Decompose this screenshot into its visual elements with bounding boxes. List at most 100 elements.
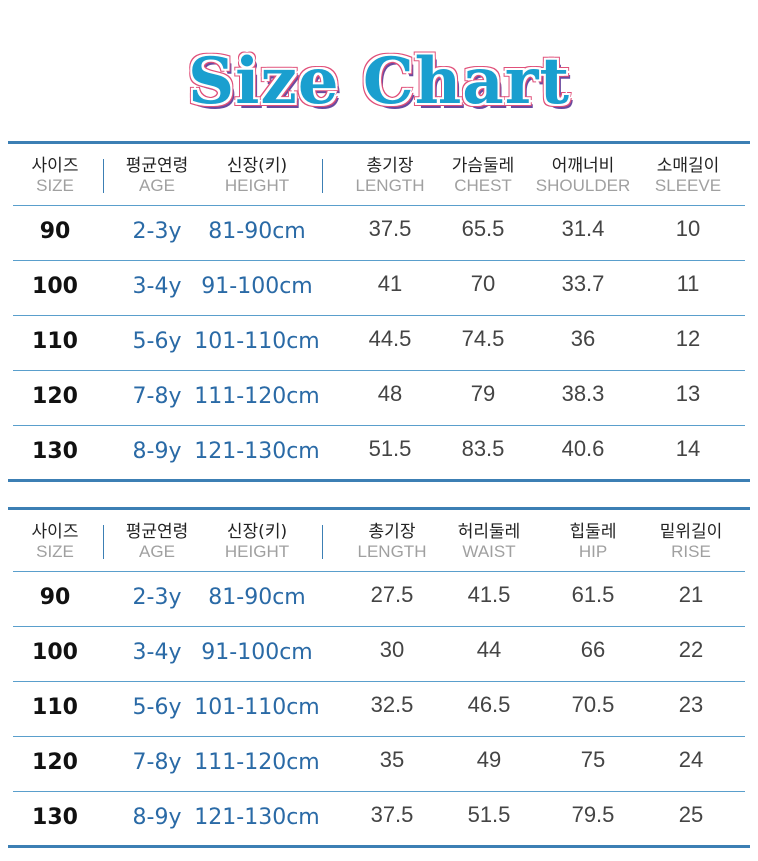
measure-cell: 74.5 — [461, 326, 505, 351]
measure-cell: 44 — [476, 637, 502, 662]
height-cell: 111-120cm — [194, 384, 320, 409]
size-cell: 120 — [32, 750, 78, 775]
age-cell: 7-8y — [132, 384, 182, 409]
row-rule — [13, 626, 745, 627]
measure-cell: 79.5 — [571, 802, 615, 827]
row-rule — [13, 370, 745, 371]
header-korean: 평균연령 — [125, 156, 189, 176]
measure-cell: 70.5 — [571, 692, 615, 717]
header-english: SIZE — [36, 176, 74, 195]
header-english: WAIST — [462, 542, 516, 561]
age-cell: 2-3y — [132, 585, 182, 610]
measure-cell: 41 — [377, 271, 403, 296]
header-divider — [103, 525, 104, 559]
size-cell: 130 — [32, 805, 78, 830]
measure-cell: 51.5 — [368, 436, 412, 461]
row-rule — [13, 736, 745, 737]
header-korean: 힙둘레 — [569, 522, 617, 542]
measure-cell: 13 — [675, 381, 701, 406]
age-cell: 2-3y — [132, 219, 182, 244]
header-english: HEIGHT — [224, 542, 290, 561]
measure-cell: 79 — [470, 381, 496, 406]
measure-cell: 49 — [476, 747, 502, 772]
size-cell: 120 — [32, 384, 78, 409]
height-cell: 81-90cm — [208, 219, 306, 244]
height-cell: 111-120cm — [194, 750, 320, 775]
header-english: SLEEVE — [654, 176, 722, 195]
measure-cell: 66 — [580, 637, 606, 662]
header-korean: 가슴둘레 — [451, 156, 515, 176]
header-english: SIZE — [36, 542, 74, 561]
measure-cell: 51.5 — [467, 802, 511, 827]
measure-cell: 33.7 — [561, 271, 605, 296]
height-cell: 101-110cm — [194, 329, 320, 354]
header-english: HEIGHT — [224, 176, 290, 195]
measure-cell: 25 — [678, 802, 704, 827]
size-cell: 130 — [32, 439, 78, 464]
header-korean: 사이즈 — [31, 156, 79, 176]
height-cell: 121-130cm — [194, 439, 320, 464]
measure-cell: 83.5 — [461, 436, 505, 461]
header-divider — [322, 159, 323, 193]
measure-cell: 61.5 — [571, 582, 615, 607]
height-cell: 91-100cm — [201, 274, 313, 299]
header-english: AGE — [139, 542, 175, 561]
header-korean: 총기장 — [366, 156, 414, 176]
measure-cell: 37.5 — [370, 802, 414, 827]
row-rule — [13, 425, 745, 426]
size-cell: 90 — [39, 585, 71, 610]
measure-cell: 37.5 — [368, 216, 412, 241]
measure-cell: 75 — [580, 747, 606, 772]
row-rule — [13, 315, 745, 316]
size-cell: 100 — [32, 274, 78, 299]
size-cell: 100 — [32, 640, 78, 665]
measure-cell: 10 — [675, 216, 701, 241]
measure-cell: 11 — [676, 271, 700, 296]
table-top-rule — [8, 507, 750, 510]
measure-cell: 21 — [678, 582, 704, 607]
header-english: SHOULDER — [535, 176, 631, 195]
height-cell: 121-130cm — [194, 805, 320, 830]
measure-cell: 40.6 — [561, 436, 605, 461]
header-rule — [13, 205, 745, 206]
page-title: Size Chart — [187, 44, 571, 119]
table-top-rule — [8, 141, 750, 144]
header-divider — [322, 525, 323, 559]
height-cell: 91-100cm — [201, 640, 313, 665]
age-cell: 8-9y — [132, 439, 182, 464]
age-cell: 3-4y — [132, 274, 182, 299]
measure-cell: 46.5 — [467, 692, 511, 717]
header-korean: 평균연령 — [125, 522, 189, 542]
header-divider — [103, 159, 104, 193]
age-cell: 3-4y — [132, 640, 182, 665]
measure-cell: 27.5 — [370, 582, 414, 607]
header-english: LENGTH — [357, 542, 427, 561]
measure-cell: 32.5 — [370, 692, 414, 717]
header-korean: 어깨너비 — [551, 156, 615, 176]
header-korean: 총기장 — [368, 522, 416, 542]
measure-cell: 30 — [379, 637, 405, 662]
age-cell: 5-6y — [132, 329, 182, 354]
header-korean: 허리둘레 — [457, 522, 521, 542]
measure-cell: 22 — [678, 637, 704, 662]
header-english: CHEST — [454, 176, 512, 195]
table-bottom-rule — [8, 479, 750, 482]
row-rule — [13, 260, 745, 261]
measure-cell: 41.5 — [467, 582, 511, 607]
age-cell: 5-6y — [132, 695, 182, 720]
height-cell: 81-90cm — [208, 585, 306, 610]
measure-cell: 35 — [379, 747, 405, 772]
measure-cell: 36 — [570, 326, 596, 351]
measure-cell: 14 — [675, 436, 701, 461]
header-english: RISE — [671, 542, 711, 561]
measure-cell: 24 — [678, 747, 704, 772]
header-korean: 사이즈 — [31, 522, 79, 542]
measure-cell: 38.3 — [561, 381, 605, 406]
measure-cell: 70 — [470, 271, 496, 296]
header-english: HIP — [578, 542, 608, 561]
table-bottom-rule — [8, 845, 750, 848]
size-cell: 90 — [39, 219, 71, 244]
header-english: LENGTH — [355, 176, 425, 195]
header-rule — [13, 571, 745, 572]
header-korean: 밑위길이 — [659, 522, 723, 542]
